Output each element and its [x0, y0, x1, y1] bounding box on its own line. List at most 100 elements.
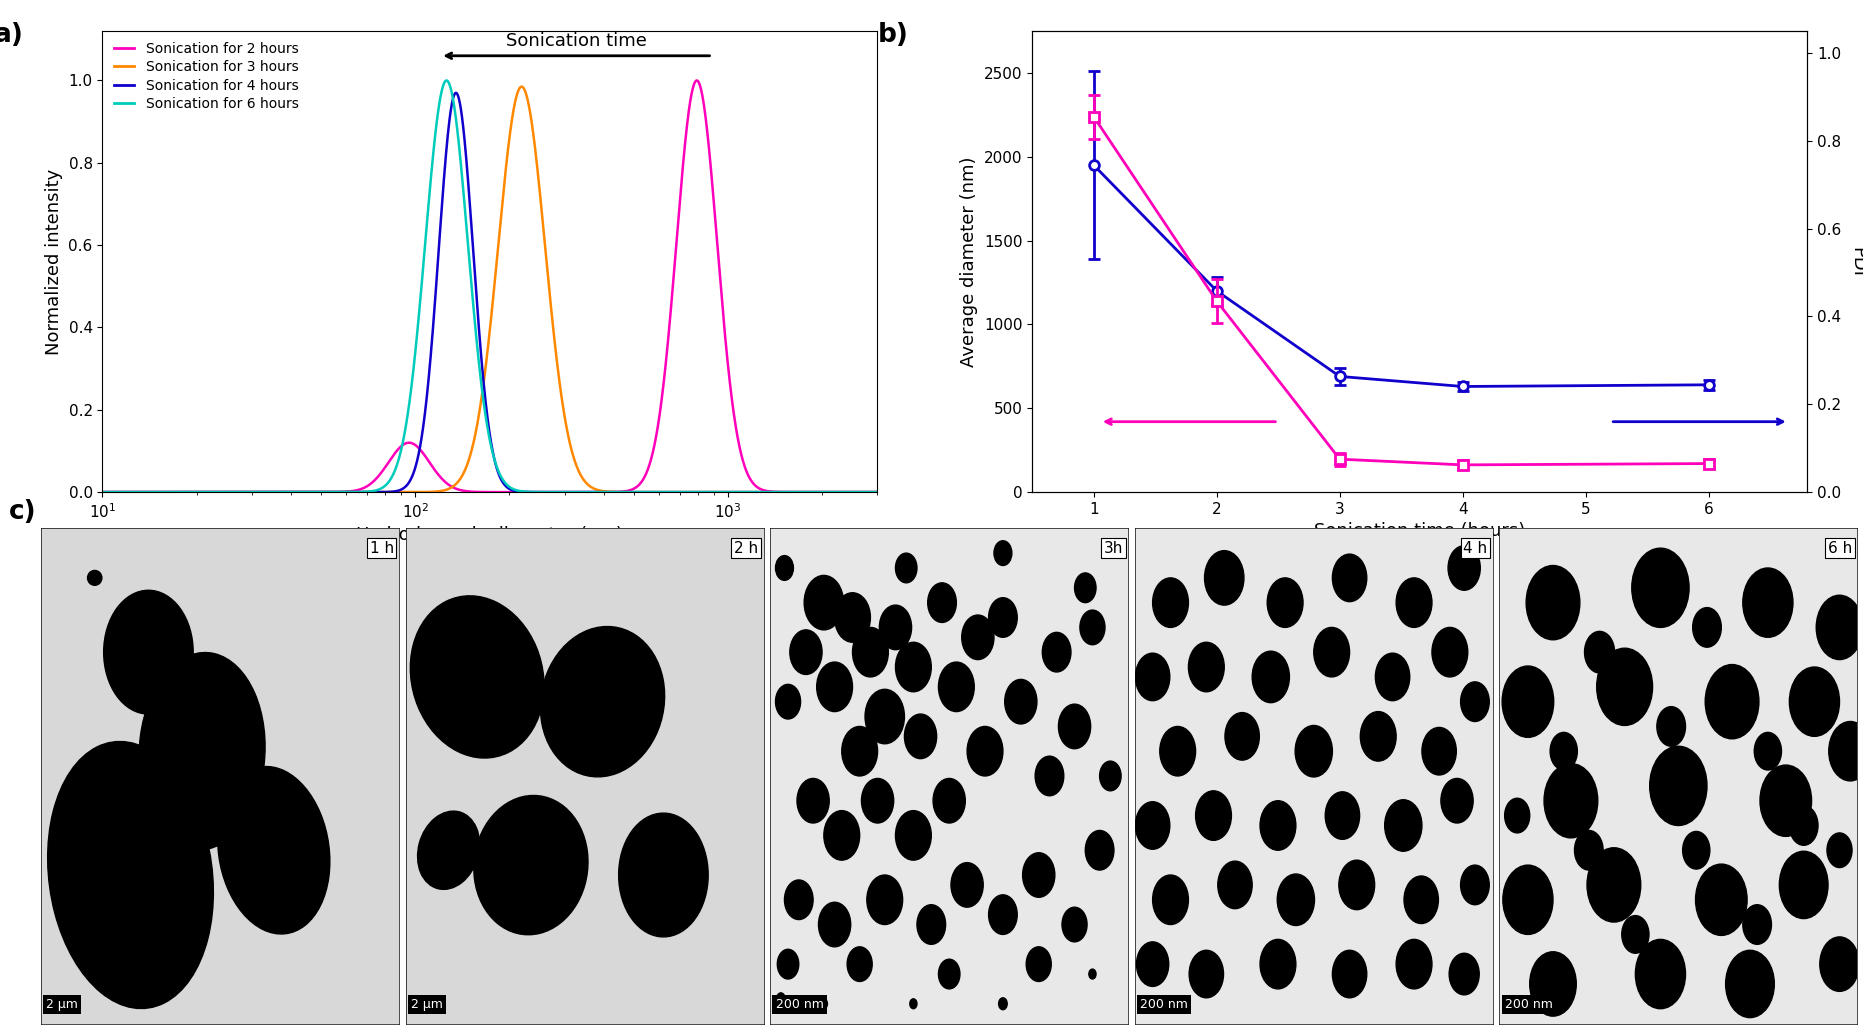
Ellipse shape: [88, 571, 102, 585]
Text: 200 nm: 200 nm: [1505, 999, 1552, 1011]
Circle shape: [1502, 666, 1554, 738]
Circle shape: [1682, 832, 1710, 869]
Text: 4 h: 4 h: [1462, 541, 1487, 555]
Circle shape: [939, 959, 959, 989]
Circle shape: [1550, 732, 1578, 770]
Circle shape: [784, 880, 812, 920]
Circle shape: [939, 662, 974, 712]
Circle shape: [1597, 649, 1652, 725]
Circle shape: [1136, 942, 1168, 986]
Circle shape: [1135, 653, 1170, 700]
Circle shape: [1278, 874, 1315, 925]
Circle shape: [1081, 610, 1105, 644]
Circle shape: [1761, 765, 1811, 836]
Circle shape: [775, 685, 801, 719]
Circle shape: [1395, 940, 1433, 989]
Circle shape: [842, 726, 877, 776]
X-axis label: Sonication time (hours): Sonication time (hours): [1313, 522, 1526, 541]
Circle shape: [1259, 940, 1297, 989]
Text: 3h: 3h: [1103, 541, 1123, 555]
Circle shape: [1788, 667, 1839, 737]
Circle shape: [820, 999, 827, 1009]
Legend: Sonication for 2 hours, Sonication for 3 hours, Sonication for 4 hours, Sonicati: Sonication for 2 hours, Sonication for 3…: [110, 38, 302, 115]
Circle shape: [1742, 568, 1792, 637]
Circle shape: [1636, 940, 1686, 1009]
Circle shape: [1742, 904, 1772, 945]
Circle shape: [1135, 802, 1170, 850]
Circle shape: [1656, 707, 1686, 746]
Circle shape: [823, 810, 859, 860]
Circle shape: [1623, 916, 1649, 953]
Circle shape: [879, 605, 911, 650]
Text: 1 h: 1 h: [369, 541, 393, 555]
Ellipse shape: [410, 596, 544, 758]
Circle shape: [1544, 764, 1598, 838]
Ellipse shape: [104, 591, 194, 714]
Circle shape: [1693, 607, 1721, 648]
Text: c): c): [9, 498, 37, 524]
Circle shape: [995, 541, 1012, 566]
Circle shape: [1395, 578, 1433, 628]
Ellipse shape: [48, 742, 214, 1008]
Circle shape: [904, 714, 937, 758]
Circle shape: [1632, 548, 1690, 628]
Circle shape: [1421, 727, 1457, 775]
Y-axis label: PDI: PDI: [1848, 247, 1863, 277]
Circle shape: [1086, 831, 1114, 870]
X-axis label: Hydrodynamic diameter (nm): Hydrodynamic diameter (nm): [356, 526, 624, 544]
Ellipse shape: [417, 811, 479, 889]
Circle shape: [1153, 875, 1189, 924]
Circle shape: [1099, 761, 1122, 790]
Circle shape: [1433, 628, 1468, 677]
Circle shape: [1332, 950, 1367, 998]
Circle shape: [1829, 721, 1863, 781]
Circle shape: [797, 778, 829, 823]
Circle shape: [1153, 578, 1189, 628]
Text: 2 h: 2 h: [734, 541, 758, 555]
Circle shape: [864, 689, 904, 744]
Circle shape: [835, 593, 870, 642]
Circle shape: [848, 947, 872, 981]
Circle shape: [1259, 801, 1297, 851]
Text: 200 nm: 200 nm: [775, 999, 823, 1011]
Circle shape: [1585, 631, 1615, 673]
Circle shape: [1041, 632, 1071, 672]
Circle shape: [1036, 756, 1064, 796]
Circle shape: [777, 992, 784, 1005]
Circle shape: [1405, 876, 1438, 923]
Circle shape: [1440, 778, 1474, 823]
Circle shape: [1820, 937, 1859, 991]
Ellipse shape: [140, 653, 265, 850]
Circle shape: [1788, 806, 1818, 845]
Circle shape: [1027, 947, 1051, 981]
Circle shape: [1461, 865, 1489, 904]
Circle shape: [1004, 680, 1038, 724]
Circle shape: [1375, 653, 1410, 700]
Circle shape: [950, 863, 984, 908]
Circle shape: [1062, 908, 1088, 942]
Circle shape: [1725, 950, 1774, 1017]
Circle shape: [816, 662, 853, 712]
Circle shape: [866, 875, 904, 924]
Circle shape: [1360, 712, 1395, 761]
Circle shape: [1705, 664, 1759, 739]
Circle shape: [1226, 713, 1259, 760]
Circle shape: [961, 615, 995, 660]
Text: 2 μm: 2 μm: [412, 999, 443, 1011]
Circle shape: [818, 902, 851, 947]
Circle shape: [989, 895, 1017, 934]
Ellipse shape: [473, 796, 589, 934]
Ellipse shape: [540, 627, 665, 777]
Circle shape: [1252, 652, 1289, 702]
Circle shape: [1189, 642, 1224, 692]
Circle shape: [853, 628, 889, 677]
Circle shape: [777, 949, 799, 979]
Circle shape: [928, 583, 956, 623]
Circle shape: [1574, 831, 1604, 870]
Circle shape: [1779, 852, 1828, 919]
Circle shape: [1651, 746, 1707, 826]
Circle shape: [917, 904, 946, 945]
Circle shape: [1384, 800, 1421, 852]
Circle shape: [790, 630, 822, 674]
Circle shape: [1332, 554, 1367, 602]
